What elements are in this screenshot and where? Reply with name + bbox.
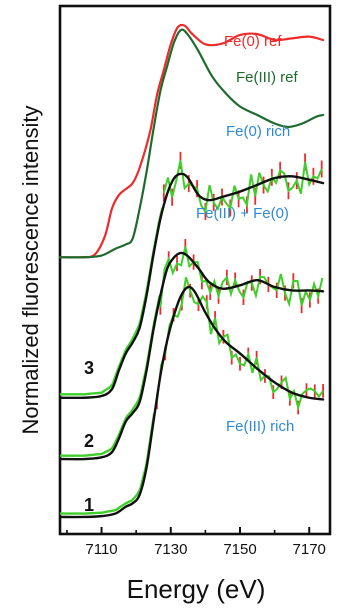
trace-2-fit-line xyxy=(58,251,325,461)
series-labels: Fe(0) ref Fe(III) ref Fe(0) rich Fe(III)… xyxy=(196,33,299,435)
data-trace-line xyxy=(155,276,324,412)
trace-3-fit-line xyxy=(58,172,325,400)
series-label-fe3-rich: Fe(III) rich xyxy=(226,418,294,435)
series-label-fe0-ref: Fe(0) ref xyxy=(224,33,282,50)
trace-number-3: 3 xyxy=(84,358,94,378)
plot-frame xyxy=(58,4,332,536)
trace-number-2: 2 xyxy=(84,431,94,451)
trace-number-1: 1 xyxy=(84,495,94,515)
x-tick-label: 7110 xyxy=(85,541,117,558)
x-tick-label: 7150 xyxy=(223,541,256,558)
trace-numbers: 3 2 1 xyxy=(84,358,94,515)
series-label-fe3-ref: Fe(III) ref xyxy=(236,69,299,86)
data-trace-line xyxy=(159,246,324,308)
x-tick-label: 7130 xyxy=(154,541,187,558)
x-axis-ticks: 7110 7130 7150 7170 xyxy=(66,527,326,558)
fe0-ref-line xyxy=(58,23,325,259)
series-label-fe0-rich: Fe(0) rich xyxy=(226,123,290,140)
y-axis-title: Normalized fluorescence intensity xyxy=(18,106,43,435)
trace-1-fit-line xyxy=(58,285,325,519)
fe3-ref-line xyxy=(58,28,325,259)
data-trace-pre-edge xyxy=(59,413,156,515)
data-trace-line xyxy=(162,160,323,214)
series-label-fe3-fe0: Fe(III) + Fe(0) xyxy=(196,205,289,222)
series-group xyxy=(58,23,325,519)
x-axis-title: Energy (eV) xyxy=(127,574,266,604)
x-tick-label: 7170 xyxy=(293,541,326,558)
